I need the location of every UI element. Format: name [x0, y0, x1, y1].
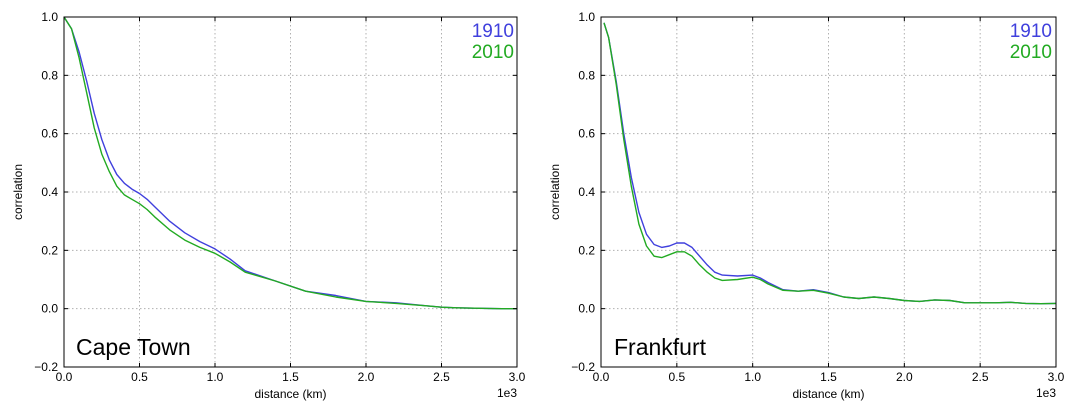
y-tick-label: 0.8	[41, 68, 58, 82]
y-tick-label: 1.0	[578, 10, 595, 24]
y-tick-label: 0.2	[578, 243, 595, 257]
y-tick-label: 0.4	[578, 185, 595, 199]
x-tick-label: 2.5	[972, 370, 989, 384]
y-tick-label: −0.2	[571, 360, 595, 374]
x-tick-label: 1.5	[820, 370, 837, 384]
x-axis-label: distance (km)	[792, 387, 864, 401]
x-multiplier-label: 1e3	[497, 386, 517, 400]
y-axis-label: correlation	[548, 164, 562, 220]
y-tick-label: 0.6	[578, 127, 595, 141]
legend-entry-1910: 1910	[1010, 21, 1052, 42]
series-line-1910	[63, 16, 517, 310]
legend-entry-1910: 1910	[472, 21, 514, 42]
x-tick-label: 0.0	[593, 370, 610, 384]
y-tick-label: 0.0	[578, 302, 595, 316]
y-tick-label: 0.0	[41, 302, 58, 316]
x-tick-label: 2.0	[896, 370, 913, 384]
x-tick-label: 1.5	[282, 370, 299, 384]
x-axis-label: distance (km)	[254, 387, 326, 401]
y-tick-label: 0.6	[41, 127, 58, 141]
chart-panel-1: 0.0 0.5 1.0 1.5 2.0 2.5 3.0−0.20.00.20.40.60.8…	[11, 10, 526, 401]
y-tick-label: 0.4	[41, 185, 58, 199]
x-tick-label: 1.0	[744, 370, 761, 384]
series-line-2010	[603, 22, 1057, 305]
series-line-1910	[603, 22, 1057, 305]
x-tick-label: 0.5	[131, 370, 148, 384]
y-tick-label: 0.8	[578, 68, 595, 82]
x-tick-label: 0.0	[56, 370, 73, 384]
x-tick-label: 3.0	[509, 370, 526, 384]
x-tick-label: 2.5	[433, 370, 450, 384]
x-tick-label: 1.0	[207, 370, 224, 384]
city-annotation: Cape Town	[76, 334, 191, 360]
series-line-2010	[63, 16, 517, 310]
chart-panel-2: 0.0 0.5 1.0 1.5 2.0 2.5 3.0−0.20.00.20.40.60.8…	[548, 10, 1065, 401]
x-tick-label: 3.0	[1048, 370, 1065, 384]
x-tick-label: 2.0	[358, 370, 375, 384]
y-tick-label: 1.0	[41, 10, 58, 24]
x-multiplier-label: 1e3	[1036, 386, 1056, 400]
legend-entry-2010: 2010	[1010, 42, 1052, 63]
legend-entry-2010: 2010	[472, 42, 514, 63]
y-tick-label: 0.2	[41, 243, 58, 257]
y-axis-label: correlation	[11, 164, 25, 220]
city-annotation: Frankfurt	[614, 334, 707, 360]
y-tick-label: −0.2	[34, 360, 58, 374]
x-tick-label: 0.5	[668, 370, 685, 384]
